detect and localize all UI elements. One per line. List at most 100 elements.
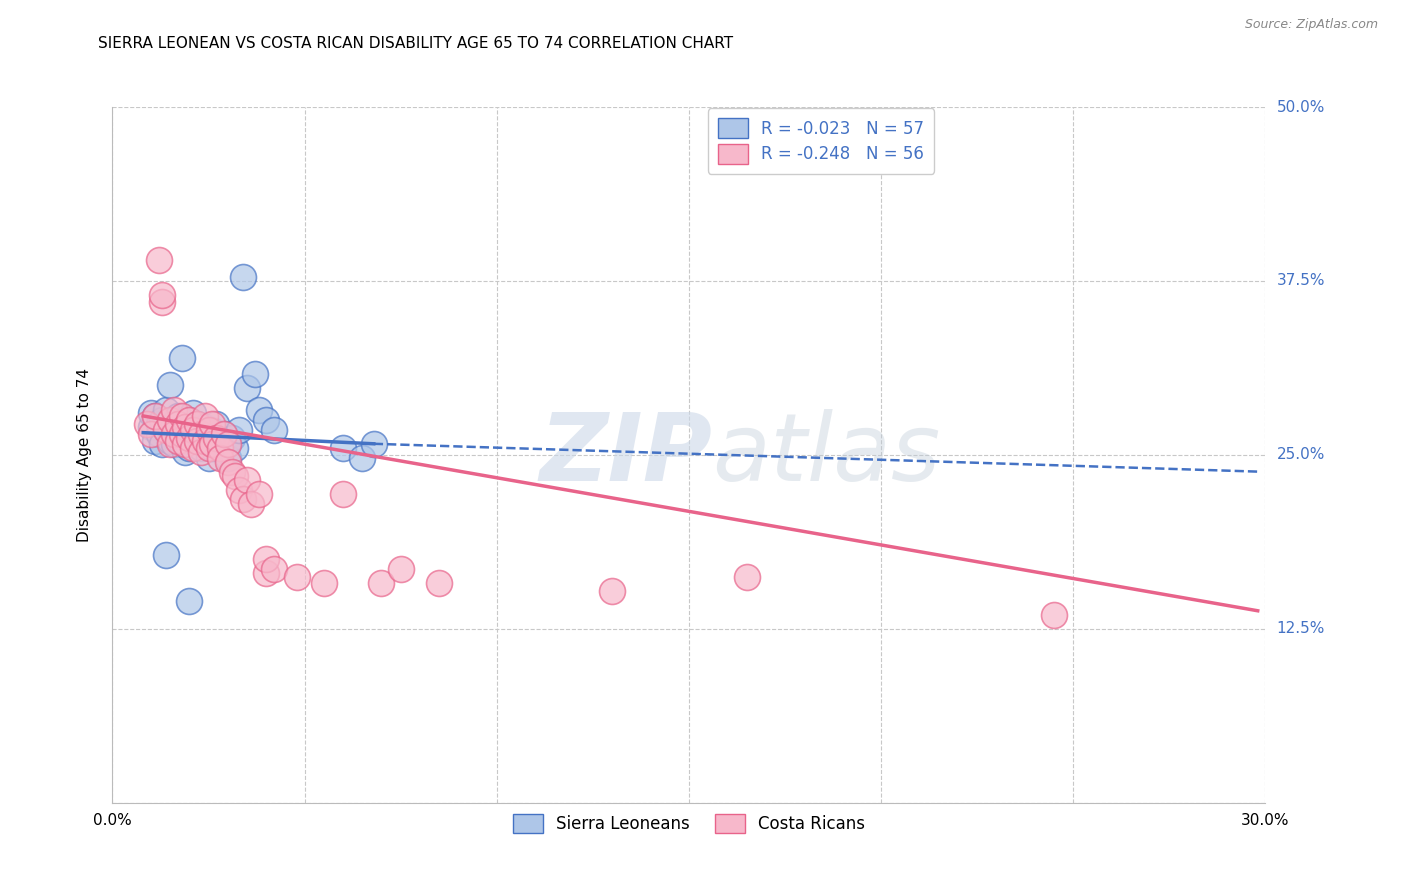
Point (197, 441, 219, 455)
Point (254, 413, 277, 427)
Text: Source: ZipAtlas.com: Source: ZipAtlas.com (1244, 18, 1378, 31)
Point (1043, 607, 1066, 622)
Point (174, 420, 197, 434)
Point (194, 420, 217, 434)
Text: ZIP: ZIP (538, 409, 711, 501)
Point (155, 423, 177, 437)
Point (332, 487, 354, 501)
Point (166, 434, 188, 448)
Point (170, 427, 193, 442)
Point (143, 409, 166, 423)
Point (285, 570, 308, 584)
Point (221, 465, 243, 479)
Point (170, 351, 193, 365)
Point (174, 420, 197, 434)
Point (224, 468, 246, 483)
Point (209, 434, 232, 448)
Point (166, 409, 188, 423)
Point (163, 427, 186, 442)
Text: 12.5%: 12.5% (1277, 622, 1324, 636)
Text: 50.0%: 50.0% (1277, 100, 1324, 114)
Point (312, 576, 335, 591)
Point (143, 434, 166, 448)
Point (190, 445, 212, 459)
Point (389, 562, 412, 576)
Point (239, 497, 262, 511)
Point (159, 378, 181, 392)
Point (179, 413, 201, 427)
Point (152, 294, 174, 309)
Point (186, 434, 208, 448)
Point (217, 450, 239, 465)
Text: atlas: atlas (711, 409, 941, 500)
Point (179, 427, 201, 442)
Point (143, 409, 166, 423)
Point (152, 437, 174, 451)
Point (139, 427, 162, 442)
Point (228, 423, 250, 437)
Point (170, 437, 193, 451)
Point (217, 455, 239, 469)
Point (212, 427, 235, 442)
Point (217, 437, 239, 451)
Point (197, 431, 219, 445)
Point (155, 423, 177, 437)
Point (190, 427, 212, 442)
Point (155, 548, 177, 562)
Text: 25.0%: 25.0% (1277, 448, 1324, 462)
Point (179, 594, 201, 608)
Point (152, 288, 174, 302)
Point (159, 437, 181, 451)
Point (352, 450, 374, 465)
Point (212, 427, 235, 442)
Point (217, 437, 239, 451)
Point (174, 445, 197, 459)
Legend: Sierra Leoneans, Costa Ricans: Sierra Leoneans, Costa Ricans (506, 807, 872, 839)
Point (209, 441, 232, 455)
Point (735, 570, 758, 584)
Point (186, 434, 208, 448)
Point (163, 403, 186, 417)
Point (174, 437, 197, 451)
Point (163, 437, 186, 451)
Point (155, 403, 177, 417)
Point (159, 420, 181, 434)
Point (236, 473, 259, 487)
Text: SIERRA LEONEAN VS COSTA RICAN DISABILITY AGE 65 TO 74 CORRELATION CHART: SIERRA LEONEAN VS COSTA RICAN DISABILITY… (98, 36, 734, 51)
Point (152, 413, 174, 427)
Point (600, 584, 623, 599)
Point (254, 566, 277, 581)
Point (263, 423, 285, 437)
Point (181, 406, 204, 420)
Point (148, 427, 170, 442)
Point (201, 441, 224, 455)
Y-axis label: Disability Age 65 to 74: Disability Age 65 to 74 (77, 368, 91, 542)
Point (179, 441, 201, 455)
Point (186, 417, 208, 432)
Point (201, 423, 224, 437)
Point (205, 417, 228, 432)
Point (159, 434, 181, 448)
Point (370, 576, 392, 591)
Point (174, 434, 197, 448)
Point (190, 427, 212, 442)
Point (181, 423, 204, 437)
Point (232, 269, 254, 284)
Point (427, 576, 450, 591)
Point (228, 483, 250, 497)
Point (254, 552, 277, 566)
Point (201, 417, 224, 432)
Point (181, 423, 204, 437)
Point (247, 403, 270, 417)
Point (221, 431, 243, 445)
Point (139, 406, 162, 420)
Point (163, 417, 186, 432)
Point (148, 253, 170, 268)
Point (263, 562, 285, 576)
Point (197, 450, 219, 465)
Point (163, 427, 186, 442)
Point (170, 427, 193, 442)
Point (148, 417, 170, 432)
Point (205, 431, 228, 445)
Point (179, 413, 201, 427)
